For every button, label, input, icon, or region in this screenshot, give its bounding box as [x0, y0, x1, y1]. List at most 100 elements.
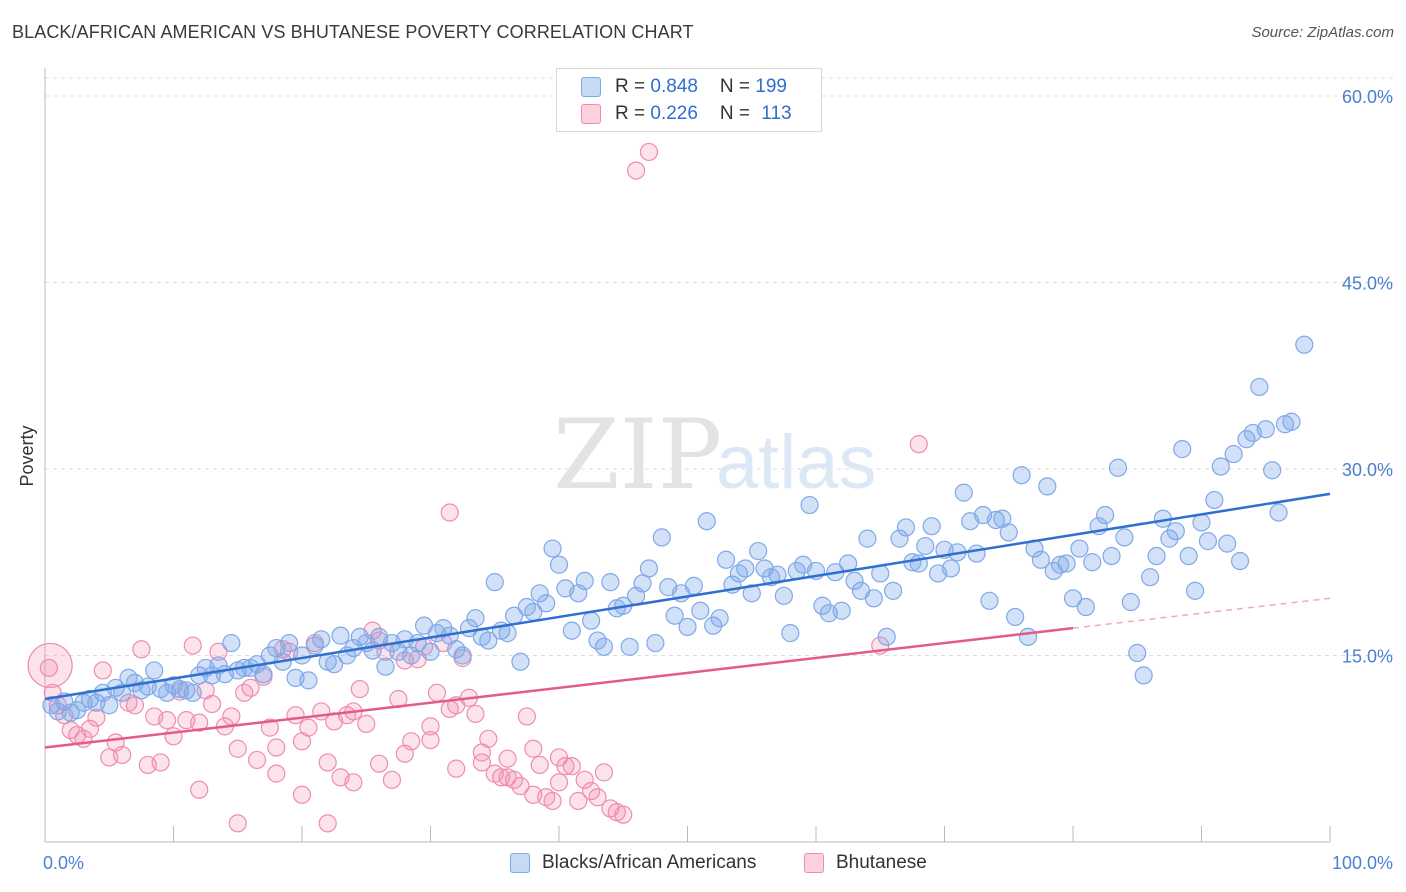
point-bhutanese [421, 730, 440, 750]
point-blacks [883, 581, 903, 600]
point-blacks [254, 665, 273, 684]
point-bhutanese [421, 717, 440, 736]
point-bhutanese [228, 739, 247, 758]
point-bhutanese [594, 763, 614, 782]
point-bhutanese [530, 755, 549, 775]
point-blacks [1263, 461, 1282, 480]
watermark-zip: ZIP [553, 399, 722, 511]
point-blacks [1108, 458, 1128, 477]
point-blacks [511, 652, 530, 671]
point-blacks [1269, 503, 1288, 522]
point-bhutanese [440, 503, 459, 522]
point-blacks [781, 624, 800, 643]
bottom-legend-label-blacks: Blacks/African Americans [542, 852, 757, 873]
point-blacks [1083, 553, 1102, 572]
y-tick-label: 15.0% [1342, 647, 1393, 667]
point-bhutanese [209, 642, 228, 661]
legend-r-value: 0.848 [650, 76, 698, 97]
point-blacks [1211, 457, 1230, 476]
trend-line-bhutanese [44, 626, 1074, 749]
point-bhutanese [517, 707, 536, 726]
point-blacks [697, 512, 716, 531]
point-blacks [1140, 568, 1160, 587]
axes [44, 68, 1331, 843]
point-blacks [1256, 420, 1275, 439]
point-blacks [1012, 466, 1031, 485]
y-tick-label: 30.0% [1342, 460, 1393, 480]
point-blacks [845, 571, 864, 591]
point-bhutanese [395, 744, 414, 763]
point-bhutanese [112, 745, 132, 765]
point-bhutanese-large [27, 642, 73, 689]
point-blacks [896, 518, 916, 537]
legend-n-value: 113 [761, 103, 792, 124]
point-blacks [100, 696, 119, 715]
point-blacks [980, 591, 999, 610]
point-blacks [639, 559, 659, 578]
point-blacks [1031, 550, 1050, 569]
legend-r-label: R = [615, 76, 651, 97]
chart-source: Source: ZipAtlas.com [1251, 24, 1394, 41]
point-blacks [941, 559, 961, 578]
point-blacks [716, 550, 736, 569]
point-bhutanese [228, 814, 247, 833]
point-bhutanese [466, 704, 485, 724]
point-blacks [1218, 534, 1237, 553]
point-blacks [1134, 666, 1153, 685]
point-blacks [1076, 597, 1095, 617]
point-bhutanese [350, 679, 369, 699]
point-blacks [665, 606, 684, 625]
point-blacks [376, 657, 395, 676]
bottom-legend-label-bhutanese: Bhutanese [836, 852, 927, 873]
trend-line-bhutanese-extension [1072, 597, 1331, 629]
point-blacks [749, 541, 768, 561]
point-bhutanese [267, 738, 286, 757]
trend-line-blacks [44, 492, 1331, 701]
bottom-legend-swatch-bhutanese [804, 853, 824, 873]
point-blacks [1006, 607, 1025, 627]
point-bhutanese [549, 748, 569, 767]
point-blacks [1173, 440, 1192, 459]
legend-r-value: 0.226 [650, 103, 698, 124]
point-bhutanese [549, 773, 569, 792]
point-blacks [1205, 490, 1224, 510]
point-blacks [453, 646, 472, 665]
point-blacks [1295, 335, 1314, 354]
axis-labels: 15.0% 30.0% 45.0% 60.0% 0.0% 100.0% Poverty [17, 87, 1393, 873]
chart-title: BLACK/AFRICAN AMERICAN VS BHUTANESE POVE… [12, 22, 694, 42]
point-blacks [704, 616, 723, 635]
legend-n-label: N = [719, 103, 756, 124]
point-blacks [421, 642, 440, 661]
point-blacks [594, 637, 614, 656]
point-blacks [48, 702, 67, 721]
point-bhutanese [292, 785, 312, 804]
point-bhutanese [498, 749, 517, 768]
bottom-legend-blacks: Blacks/African Americans [510, 852, 756, 874]
point-blacks [1282, 412, 1301, 431]
point-blacks [1018, 627, 1038, 646]
point-bhutanese [569, 791, 588, 811]
legend-swatch-bhutanese [581, 104, 601, 124]
point-blacks [145, 661, 164, 680]
point-blacks [549, 555, 569, 574]
point-bhutanese [132, 640, 151, 659]
point-bhutanese [80, 719, 100, 738]
point-bhutanese [151, 753, 170, 772]
legend-n-label: N = [719, 76, 756, 97]
point-blacks [183, 683, 202, 702]
point-blacks [954, 483, 973, 502]
point-blacks [736, 559, 755, 578]
point-blacks [774, 586, 793, 605]
legend-box: R = 0.848 N = 199 R = 0.226 N = 113 [556, 68, 822, 132]
y-tick-label: 45.0% [1342, 274, 1393, 294]
point-blacks [601, 573, 620, 592]
point-bhutanese [286, 706, 305, 725]
point-blacks [1096, 505, 1115, 525]
point-blacks [646, 633, 665, 653]
legend-r-label: R = [615, 103, 651, 124]
point-bhutanese [357, 714, 376, 733]
point-bhutanese [472, 753, 491, 772]
point-blacks [485, 573, 504, 592]
point-blacks [331, 626, 350, 645]
